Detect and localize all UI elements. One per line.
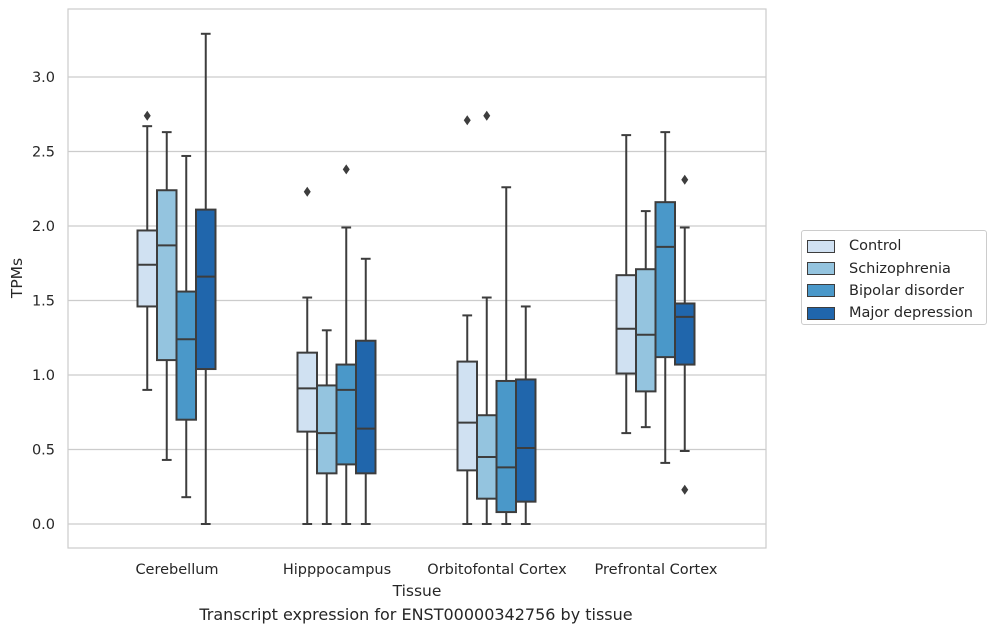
- legend-item-bipolar-disorder: Bipolar disorder: [807, 280, 986, 302]
- box-control-cerebellum: [136, 110, 158, 391]
- legend-item-control: Control: [807, 235, 986, 257]
- box-major-depression-orbitofontal-cortex: [515, 305, 537, 525]
- y-tick-label: 0.0: [32, 517, 55, 533]
- box-series: [136, 32, 696, 525]
- y-tick-label: 1.5: [32, 294, 55, 310]
- x-tick-labels: Cerebellum Hipppocampus Orbitofontal Corte…: [135, 562, 717, 578]
- outlier-point: [681, 174, 689, 185]
- plot-frame: [67, 8, 767, 549]
- legend-label-major-depression: Major depression: [849, 305, 973, 322]
- box-schizophrenia-orbitofontal-cortex: [476, 110, 498, 525]
- y-tick-label: 1.0: [32, 368, 55, 384]
- x-tick-label: Cerebellum: [135, 562, 218, 578]
- box-major-depression-prefrontal-cortex: [674, 174, 696, 495]
- box-bipolar-disorder-hipppocampus: [335, 164, 357, 525]
- box-iqr: [615, 274, 637, 375]
- box-iqr: [195, 208, 217, 371]
- legend-swatch-schizophrenia: [807, 262, 835, 276]
- box-iqr: [335, 363, 357, 466]
- outlier-point: [303, 186, 311, 197]
- box-iqr: [296, 351, 318, 433]
- legend-label-bipolar-disorder: Bipolar disorder: [849, 282, 964, 299]
- box-control-orbitofontal-cortex: [456, 115, 478, 525]
- x-axis-label: Tissue: [392, 582, 442, 600]
- box-major-depression-hipppocampus: [355, 257, 377, 525]
- box-iqr: [654, 201, 676, 359]
- y-tick-label: 0.5: [32, 443, 55, 459]
- outlier-point: [143, 110, 151, 121]
- box-iqr: [495, 379, 517, 514]
- box-bipolar-disorder-orbitofontal-cortex: [495, 186, 517, 525]
- box-major-depression-cerebellum: [195, 32, 217, 525]
- y-tick-label: 2.5: [32, 145, 55, 161]
- legend-swatch-control: [807, 239, 835, 253]
- box-iqr: [156, 189, 178, 362]
- legend-item-schizophrenia: Schizophrenia: [807, 257, 986, 279]
- box-iqr: [175, 290, 197, 421]
- chart-caption: Transcript expression for ENST0000034275…: [199, 605, 633, 624]
- legend-item-major-depression: Major depression: [807, 302, 986, 324]
- box-iqr: [136, 229, 158, 308]
- outlier-point: [342, 164, 350, 175]
- x-tick-label: Prefrontal Cortex: [595, 562, 718, 578]
- legend-label-control: Control: [849, 238, 902, 255]
- y-tick-label: 2.0: [32, 219, 55, 235]
- y-tick-labels: 0.0 0.5 1.0 1.5 2.0 2.5 3.0: [32, 70, 55, 533]
- box-schizophrenia-prefrontal-cortex: [635, 210, 657, 429]
- legend-swatch-major-depression: [807, 306, 835, 320]
- box-schizophrenia-hipppocampus: [316, 329, 338, 525]
- box-iqr: [515, 378, 537, 503]
- legend: Control Schizophrenia Bipolar disorder M…: [801, 230, 987, 325]
- y-axis-label: TPMs: [8, 258, 26, 299]
- x-tick-label: Hipppocampus: [283, 562, 391, 578]
- box-control-prefrontal-cortex: [615, 134, 637, 435]
- x-tick-label: Orbitofontal Cortex: [427, 562, 567, 578]
- box-iqr: [355, 339, 377, 475]
- box-control-hipppocampus: [296, 186, 318, 525]
- legend-label-schizophrenia: Schizophrenia: [849, 260, 951, 277]
- box-bipolar-disorder-cerebellum: [175, 154, 197, 499]
- box-iqr: [456, 360, 478, 472]
- y-tick-label: 3.0: [32, 70, 55, 86]
- box-schizophrenia-cerebellum: [156, 131, 178, 461]
- box-iqr: [316, 384, 338, 475]
- box-iqr: [635, 268, 657, 393]
- outlier-point: [463, 115, 471, 126]
- outlier-point: [483, 110, 491, 121]
- outlier-point: [681, 484, 689, 495]
- box-iqr: [674, 302, 696, 366]
- legend-swatch-bipolar-disorder: [807, 284, 835, 298]
- box-bipolar-disorder-prefrontal-cortex: [654, 131, 676, 464]
